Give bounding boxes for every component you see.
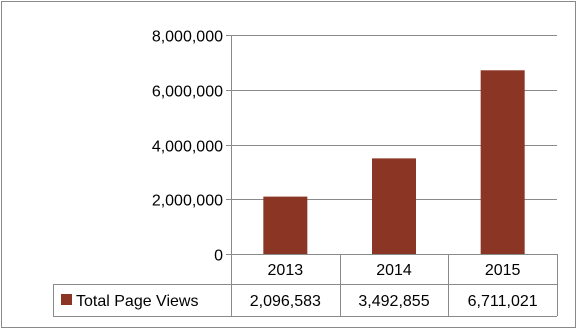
bar-2015 bbox=[480, 70, 525, 254]
data-table: 2013 2014 2015 Total Page Views 2,096,583 3,4… bbox=[53, 254, 558, 317]
bars bbox=[263, 70, 525, 254]
y-axis-tick-label: 4,000,000 bbox=[152, 139, 223, 156]
y-axis-tick-label: 6,000,000 bbox=[152, 84, 223, 101]
data-table-value: 6,711,021 bbox=[468, 293, 538, 310]
y-axis-tick-labels: 0 2,000,000 4,000,000 6,000,000 8,000,000 bbox=[152, 29, 223, 265]
legend-label: Total Page Views bbox=[76, 293, 198, 310]
y-axis-tick-label: 0 bbox=[214, 248, 223, 265]
legend-swatch bbox=[61, 294, 72, 305]
x-axis-tick-label: 2013 bbox=[268, 262, 304, 279]
data-table-value: 3,492,855 bbox=[358, 293, 429, 310]
y-axis-tick-label: 2,000,000 bbox=[152, 193, 223, 210]
bar-2013 bbox=[263, 196, 308, 254]
x-axis-tick-label: 2015 bbox=[485, 262, 521, 279]
bar-2014 bbox=[372, 158, 416, 254]
data-table-value: 2,096,583 bbox=[250, 293, 321, 310]
x-axis-tick-label: 2014 bbox=[376, 262, 412, 279]
y-axis-tick-label: 8,000,000 bbox=[152, 29, 223, 46]
